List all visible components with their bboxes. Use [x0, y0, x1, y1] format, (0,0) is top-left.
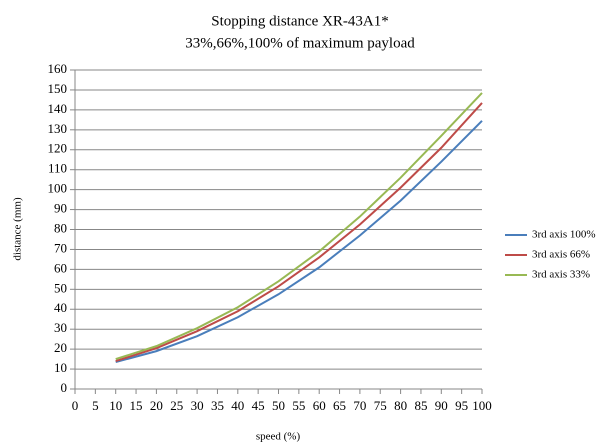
x-tick-label: 20: [150, 398, 163, 413]
y-tick-label: 10: [54, 360, 67, 375]
legend-label: 3rd axis 100%: [532, 229, 596, 241]
y-tick-label: 120: [48, 141, 68, 156]
x-tick-label: 10: [109, 398, 122, 413]
chart-title: Stopping distance XR-43A1*: [211, 13, 389, 29]
x-tick-label: 85: [414, 398, 427, 413]
y-tick-label: 60: [54, 260, 67, 275]
x-tick-label: 35: [211, 398, 224, 413]
y-tick-label: 50: [54, 280, 67, 295]
legend-label: 3rd axis 66%: [532, 249, 590, 261]
y-tick-label: 140: [48, 101, 68, 116]
y-tick-label: 100: [48, 181, 68, 196]
x-tick-label: 60: [313, 398, 326, 413]
series-line: [115, 120, 483, 364]
y-tick-label: 80: [54, 220, 67, 235]
y-tick-label: 130: [48, 121, 68, 136]
x-tick-label: 0: [72, 398, 79, 413]
y-tick-label: 70: [54, 240, 67, 255]
y-tick-label: 30: [54, 320, 67, 335]
x-tick-label: 40: [231, 398, 244, 413]
x-tick-label: 95: [455, 398, 468, 413]
y-tick-label: 20: [54, 340, 67, 355]
legend-label: 3rd axis 33%: [532, 269, 590, 281]
x-tick-label: 90: [435, 398, 448, 413]
series-line: [115, 92, 483, 361]
y-tick-label: 110: [48, 161, 67, 176]
series-line: [115, 102, 483, 363]
y-tick-label: 0: [61, 380, 68, 395]
x-tick-label: 100: [472, 398, 492, 413]
x-tick-label: 5: [92, 398, 99, 413]
x-tick-label: 30: [191, 398, 204, 413]
x-tick-label: 75: [374, 398, 387, 413]
x-tick-label: 15: [130, 398, 143, 413]
x-tick-label: 25: [170, 398, 183, 413]
x-tick-label: 80: [394, 398, 407, 413]
x-tick-label: 45: [252, 398, 265, 413]
x-axis-label: speed (%): [256, 431, 301, 443]
chart-subtitle: 33%,66%,100% of maximum payload: [185, 35, 415, 51]
y-tick-label: 90: [54, 201, 67, 216]
x-tick-label: 55: [292, 398, 305, 413]
x-tick-label: 70: [353, 398, 366, 413]
y-tick-label: 160: [48, 61, 68, 76]
y-axis-label: distance (mm): [12, 197, 24, 261]
y-tick-label: 40: [54, 300, 67, 315]
x-tick-label: 65: [333, 398, 346, 413]
x-tick-label: 50: [272, 398, 285, 413]
y-tick-label: 150: [48, 81, 68, 96]
